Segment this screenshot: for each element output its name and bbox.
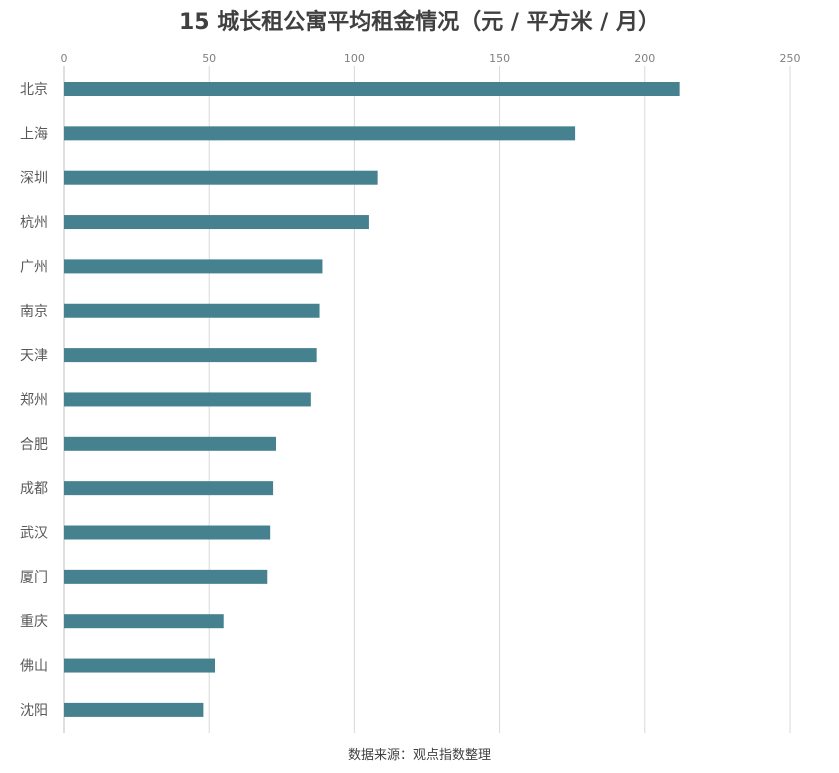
category-label: 深圳	[20, 171, 48, 187]
source-note: 数据来源：观点指数整理	[347, 748, 491, 763]
x-tick-label: 50	[202, 52, 216, 65]
bar	[64, 658, 216, 673]
category-label: 上海	[20, 126, 48, 142]
category-label: 郑州	[20, 392, 48, 408]
bar	[64, 702, 204, 717]
category-label: 北京	[20, 82, 48, 98]
bar	[64, 170, 378, 185]
bar	[64, 126, 576, 141]
bar	[64, 348, 317, 363]
category-label: 沈阳	[20, 703, 48, 719]
x-tick-label: 200	[634, 52, 655, 65]
bars	[64, 82, 680, 717]
category-label: 天津	[20, 348, 48, 364]
bar	[64, 259, 323, 274]
category-label: 重庆	[20, 614, 48, 630]
bar	[64, 215, 369, 230]
bar	[64, 303, 320, 318]
category-label: 厦门	[20, 570, 48, 586]
category-label: 武汉	[20, 526, 48, 542]
bar	[64, 525, 271, 540]
bar	[64, 614, 224, 629]
category-label: 佛山	[20, 659, 48, 675]
x-tick-label: 100	[344, 52, 365, 65]
bar	[64, 436, 276, 451]
category-label: 合肥	[20, 437, 48, 453]
x-axis-ticks: 0 50 100 150 200 250	[61, 52, 801, 65]
x-tick-label: 150	[489, 52, 510, 65]
bar	[64, 82, 680, 96]
category-label: 南京	[20, 304, 48, 320]
bar	[64, 481, 274, 496]
category-label: 杭州	[20, 215, 48, 231]
chart-title: 15 城长租公寓平均租金情况（元 / 平方米 / 月）	[179, 10, 660, 35]
x-tick-label: 0	[61, 52, 68, 65]
x-tick-label: 250	[780, 52, 801, 65]
category-label: 广州	[20, 259, 48, 275]
bar	[64, 569, 268, 584]
category-label: 成都	[20, 481, 48, 497]
bar	[64, 392, 311, 407]
